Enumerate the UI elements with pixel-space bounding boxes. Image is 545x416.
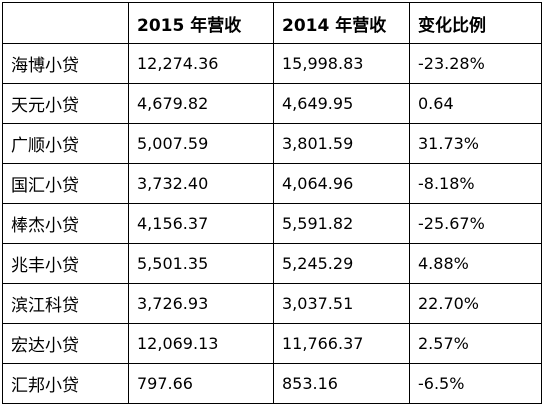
header-company	[2, 2, 129, 44]
table-row: 宏达小贷 12,069.13 11,766.37 2.57%	[2, 323, 542, 364]
change-ratio: 0.64	[409, 83, 542, 124]
revenue-2014: 11,766.37	[273, 323, 410, 364]
company-name: 汇邦小贷	[2, 363, 129, 404]
revenue-2014: 4,064.96	[273, 163, 410, 204]
company-name: 棒杰小贷	[2, 203, 129, 244]
table-row: 汇邦小贷 797.66 853.16 -6.5%	[2, 363, 542, 404]
header-revenue-2014: 2014 年营收	[273, 2, 410, 44]
change-ratio: -23.28%	[409, 43, 542, 84]
revenue-table-container: 2015 年营收 2014 年营收 变化比例 海博小贷 12,274.36 15…	[2, 2, 542, 404]
company-name: 广顺小贷	[2, 123, 129, 164]
revenue-2014: 853.16	[273, 363, 410, 404]
company-name: 天元小贷	[2, 83, 129, 124]
table-row: 兆丰小贷 5,501.35 5,245.29 4.88%	[2, 243, 542, 284]
revenue-2015: 4,156.37	[128, 203, 274, 244]
table-row: 滨江科贷 3,726.93 3,037.51 22.70%	[2, 283, 542, 324]
revenue-2015: 12,069.13	[128, 323, 274, 364]
revenue-2015: 5,501.35	[128, 243, 274, 284]
revenue-2014: 3,801.59	[273, 123, 410, 164]
change-ratio: 22.70%	[409, 283, 542, 324]
change-ratio: -8.18%	[409, 163, 542, 204]
revenue-comparison-table: 2015 年营收 2014 年营收 变化比例 海博小贷 12,274.36 15…	[2, 2, 542, 404]
revenue-2015: 12,274.36	[128, 43, 274, 84]
table-row: 棒杰小贷 4,156.37 5,591.82 -25.67%	[2, 203, 542, 244]
revenue-2015: 3,732.40	[128, 163, 274, 204]
revenue-2014: 4,649.95	[273, 83, 410, 124]
header-change-ratio: 变化比例	[409, 2, 542, 44]
table-row: 天元小贷 4,679.82 4,649.95 0.64	[2, 83, 542, 124]
revenue-2015: 4,679.82	[128, 83, 274, 124]
company-name: 海博小贷	[2, 43, 129, 84]
header-revenue-2015: 2015 年营收	[128, 2, 274, 44]
revenue-2014: 5,245.29	[273, 243, 410, 284]
change-ratio: 31.73%	[409, 123, 542, 164]
change-ratio: 2.57%	[409, 323, 542, 364]
revenue-2014: 15,998.83	[273, 43, 410, 84]
company-name: 国汇小贷	[2, 163, 129, 204]
table-row: 海博小贷 12,274.36 15,998.83 -23.28%	[2, 43, 542, 84]
table-row: 广顺小贷 5,007.59 3,801.59 31.73%	[2, 123, 542, 164]
revenue-2015: 3,726.93	[128, 283, 274, 324]
company-name: 滨江科贷	[2, 283, 129, 324]
company-name: 兆丰小贷	[2, 243, 129, 284]
change-ratio: -6.5%	[409, 363, 542, 404]
company-name: 宏达小贷	[2, 323, 129, 364]
revenue-2014: 5,591.82	[273, 203, 410, 244]
change-ratio: -25.67%	[409, 203, 542, 244]
table-row: 国汇小贷 3,732.40 4,064.96 -8.18%	[2, 163, 542, 204]
revenue-2015: 797.66	[128, 363, 274, 404]
revenue-2015: 5,007.59	[128, 123, 274, 164]
change-ratio: 4.88%	[409, 243, 542, 284]
header-row: 2015 年营收 2014 年营收 变化比例	[2, 2, 542, 44]
revenue-2014: 3,037.51	[273, 283, 410, 324]
